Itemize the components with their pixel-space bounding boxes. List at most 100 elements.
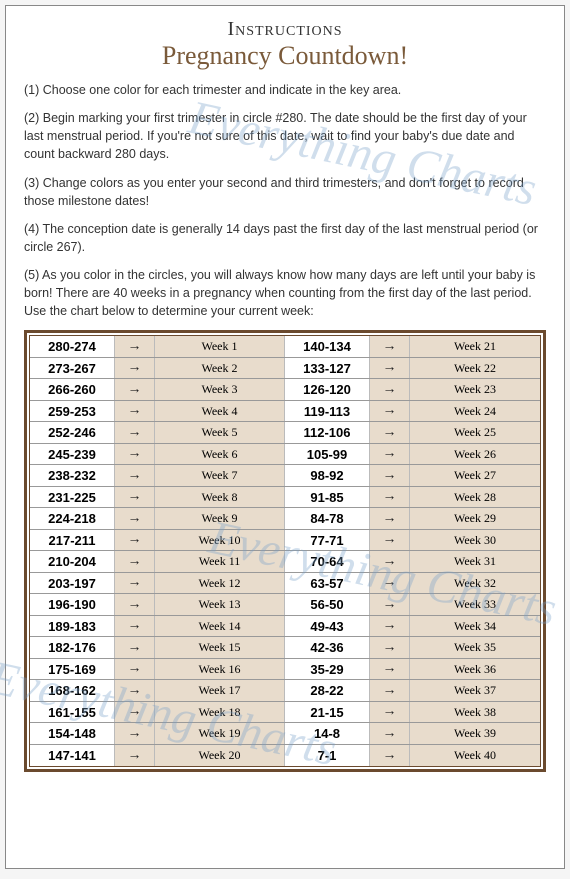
week-label: Week 13 xyxy=(155,594,285,615)
day-range: 28-22 xyxy=(285,680,370,701)
day-range: 245-239 xyxy=(30,444,115,465)
day-range: 280-274 xyxy=(30,336,115,357)
arrow-icon: → xyxy=(115,401,155,422)
week-table-inner: 280-274→Week 1273-267→Week 2266-260→Week… xyxy=(29,335,541,767)
arrow-icon: → xyxy=(370,358,410,379)
instruction-4: (4) The conception date is generally 14 … xyxy=(24,220,546,256)
table-row: 203-197→Week 12 xyxy=(30,573,285,595)
week-label: Week 20 xyxy=(155,745,285,767)
arrow-icon: → xyxy=(115,444,155,465)
table-row: 217-211→Week 10 xyxy=(30,530,285,552)
week-label: Week 14 xyxy=(155,616,285,637)
day-range: 168-162 xyxy=(30,680,115,701)
table-row: 63-57→Week 32 xyxy=(285,573,540,595)
day-range: 49-43 xyxy=(285,616,370,637)
week-label: Week 40 xyxy=(410,745,540,767)
day-range: 35-29 xyxy=(285,659,370,680)
table-row: 168-162→Week 17 xyxy=(30,680,285,702)
day-range: 189-183 xyxy=(30,616,115,637)
table-row: 238-232→Week 7 xyxy=(30,465,285,487)
day-range: 252-246 xyxy=(30,422,115,443)
arrow-icon: → xyxy=(370,702,410,723)
table-row: 182-176→Week 15 xyxy=(30,637,285,659)
arrow-icon: → xyxy=(370,530,410,551)
arrow-icon: → xyxy=(370,401,410,422)
week-label: Week 2 xyxy=(155,358,285,379)
week-label: Week 1 xyxy=(155,336,285,357)
arrow-icon: → xyxy=(370,637,410,658)
day-range: 154-148 xyxy=(30,723,115,744)
week-label: Week 6 xyxy=(155,444,285,465)
table-row: 147-141→Week 20 xyxy=(30,745,285,767)
week-label: Week 18 xyxy=(155,702,285,723)
arrow-icon: → xyxy=(370,551,410,572)
day-range: 98-92 xyxy=(285,465,370,486)
table-row: 126-120→Week 23 xyxy=(285,379,540,401)
week-label: Week 28 xyxy=(410,487,540,508)
table-row: 28-22→Week 37 xyxy=(285,680,540,702)
day-range: 63-57 xyxy=(285,573,370,594)
week-label: Week 16 xyxy=(155,659,285,680)
instruction-2: (2) Begin marking your first trimester i… xyxy=(24,109,546,163)
arrow-icon: → xyxy=(370,659,410,680)
table-row: 252-246→Week 5 xyxy=(30,422,285,444)
week-label: Week 29 xyxy=(410,508,540,529)
arrow-icon: → xyxy=(115,358,155,379)
instruction-3: (3) Change colors as you enter your seco… xyxy=(24,174,546,210)
arrow-icon: → xyxy=(370,723,410,744)
instructions-heading: Instructions xyxy=(24,18,546,41)
week-label: Week 22 xyxy=(410,358,540,379)
table-row: 49-43→Week 34 xyxy=(285,616,540,638)
arrow-icon: → xyxy=(370,444,410,465)
arrow-icon: → xyxy=(115,637,155,658)
arrow-icon: → xyxy=(370,379,410,400)
table-row: 189-183→Week 14 xyxy=(30,616,285,638)
table-row: 84-78→Week 29 xyxy=(285,508,540,530)
arrow-icon: → xyxy=(370,508,410,529)
week-label: Week 10 xyxy=(155,530,285,551)
arrow-icon: → xyxy=(115,336,155,357)
arrow-icon: → xyxy=(370,465,410,486)
arrow-icon: → xyxy=(115,723,155,744)
table-row: 140-134→Week 21 xyxy=(285,336,540,358)
arrow-icon: → xyxy=(115,422,155,443)
arrow-icon: → xyxy=(115,702,155,723)
page: Instructions Pregnancy Countdown! (1) Ch… xyxy=(5,5,565,869)
arrow-icon: → xyxy=(115,594,155,615)
week-label: Week 35 xyxy=(410,637,540,658)
table-row: 70-64→Week 31 xyxy=(285,551,540,573)
week-label: Week 30 xyxy=(410,530,540,551)
day-range: 112-106 xyxy=(285,422,370,443)
arrow-icon: → xyxy=(115,680,155,701)
week-label: Week 33 xyxy=(410,594,540,615)
day-range: 56-50 xyxy=(285,594,370,615)
arrow-icon: → xyxy=(115,530,155,551)
arrow-icon: → xyxy=(115,551,155,572)
arrow-icon: → xyxy=(370,573,410,594)
arrow-icon: → xyxy=(115,487,155,508)
day-range: 147-141 xyxy=(30,745,115,767)
table-row: 91-85→Week 28 xyxy=(285,487,540,509)
table-row: 280-274→Week 1 xyxy=(30,336,285,358)
day-range: 119-113 xyxy=(285,401,370,422)
week-label: Week 11 xyxy=(155,551,285,572)
table-row: 7-1→Week 40 xyxy=(285,745,540,767)
day-range: 203-197 xyxy=(30,573,115,594)
day-range: 70-64 xyxy=(285,551,370,572)
week-label: Week 24 xyxy=(410,401,540,422)
week-label: Week 15 xyxy=(155,637,285,658)
table-row: 133-127→Week 22 xyxy=(285,358,540,380)
day-range: 217-211 xyxy=(30,530,115,551)
table-row: 112-106→Week 25 xyxy=(285,422,540,444)
week-label: Week 38 xyxy=(410,702,540,723)
day-range: 140-134 xyxy=(285,336,370,357)
day-range: 84-78 xyxy=(285,508,370,529)
day-range: 126-120 xyxy=(285,379,370,400)
week-label: Week 8 xyxy=(155,487,285,508)
week-label: Week 26 xyxy=(410,444,540,465)
day-range: 161-155 xyxy=(30,702,115,723)
week-label: Week 7 xyxy=(155,465,285,486)
week-label: Week 12 xyxy=(155,573,285,594)
day-range: 224-218 xyxy=(30,508,115,529)
day-range: 133-127 xyxy=(285,358,370,379)
